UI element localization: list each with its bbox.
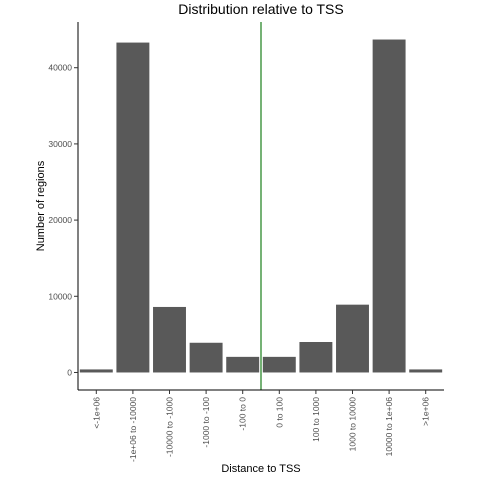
x-tick-label-3: -1000 to -100 bbox=[201, 397, 211, 448]
bar-5 bbox=[262, 356, 296, 373]
x-tick-label-4: -100 to 0 bbox=[238, 397, 248, 431]
bar-7 bbox=[336, 304, 369, 373]
y-tick-label-3: 30000 bbox=[48, 139, 72, 149]
x-tick-label-1: -1e+06 to -10000 bbox=[128, 397, 138, 462]
y-tick-label-0: 0 bbox=[67, 367, 72, 377]
x-tick-label-5: 0 to 100 bbox=[274, 397, 284, 428]
y-axis-ticks: 0 10000 20000 30000 40000 bbox=[48, 63, 78, 377]
x-tick-label-6: 100 to 1000 bbox=[311, 397, 321, 442]
x-tick-label-2: -10000 to -1000 bbox=[165, 397, 175, 457]
chart-title: Distribution relative to TSS bbox=[178, 1, 343, 17]
bar-8 bbox=[372, 39, 406, 373]
y-tick-label-1: 10000 bbox=[48, 291, 72, 301]
x-tick-label-8: 10000 to 1e+06 bbox=[384, 397, 394, 457]
bar-9 bbox=[409, 369, 443, 373]
x-tick-label-9: >1e+06 bbox=[421, 397, 431, 426]
bar-4 bbox=[226, 356, 260, 373]
x-tick-label-7: 1000 to 10000 bbox=[348, 397, 358, 452]
bar-3 bbox=[189, 342, 223, 373]
x-axis-ticks: <-1e+06 -1e+06 to -10000 -10000 to -1000 -1… bbox=[91, 390, 431, 462]
bar-0 bbox=[79, 369, 113, 373]
y-axis-title: Number of regions bbox=[35, 160, 47, 251]
bar-2 bbox=[153, 306, 186, 373]
bar-1 bbox=[116, 42, 150, 373]
y-tick-label-2: 20000 bbox=[48, 215, 72, 225]
x-tick-label-0: <-1e+06 bbox=[91, 397, 101, 429]
y-tick-label-4: 40000 bbox=[48, 63, 72, 73]
bar-6 bbox=[299, 342, 333, 373]
x-axis-title: Distance to TSS bbox=[221, 463, 300, 475]
bars-group bbox=[79, 39, 443, 373]
